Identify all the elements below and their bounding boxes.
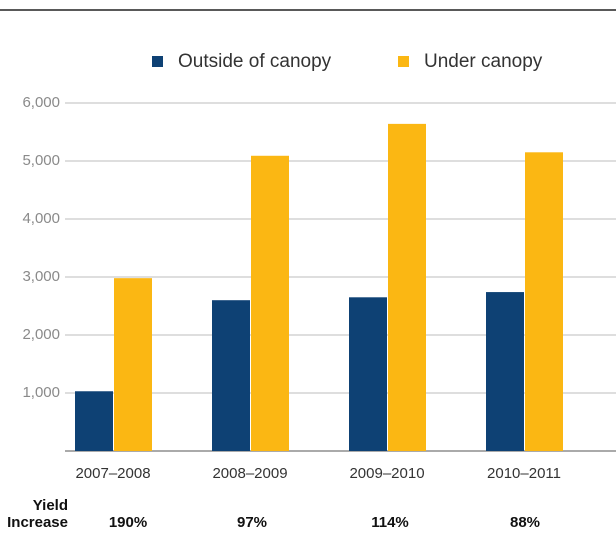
yield-value: 88% xyxy=(510,514,540,531)
yield-value: 97% xyxy=(237,514,267,531)
bar xyxy=(349,297,387,451)
yield-label: Yield xyxy=(33,497,68,514)
yield-value: 114% xyxy=(371,514,409,531)
bar xyxy=(486,292,524,451)
bar xyxy=(388,123,426,451)
x-tick-label: 2007–2008 xyxy=(75,465,150,482)
y-tick-label: 1,000 xyxy=(22,384,60,401)
yield-value: 190% xyxy=(109,514,147,531)
x-tick-label: 2010–2011 xyxy=(487,465,561,482)
x-tick-label: 2009–2010 xyxy=(349,465,424,482)
x-tick-label: 2008–2009 xyxy=(212,465,287,482)
bar xyxy=(212,300,250,451)
y-tick-label: 6,000 xyxy=(22,94,60,111)
y-tick-label: 2,000 xyxy=(22,326,60,343)
yield-label: Increase xyxy=(7,514,68,531)
y-tick-label: 4,000 xyxy=(22,210,60,227)
bar xyxy=(251,155,289,451)
legend-swatch xyxy=(152,56,163,67)
legend-label: Under canopy xyxy=(424,51,543,72)
bar xyxy=(114,278,152,451)
legend-swatch xyxy=(398,56,409,67)
y-tick-label: 3,000 xyxy=(22,268,60,285)
legend-label: Outside of canopy xyxy=(178,51,332,72)
bar xyxy=(75,391,113,451)
bar xyxy=(525,152,563,452)
y-tick-label: 5,000 xyxy=(22,152,60,169)
